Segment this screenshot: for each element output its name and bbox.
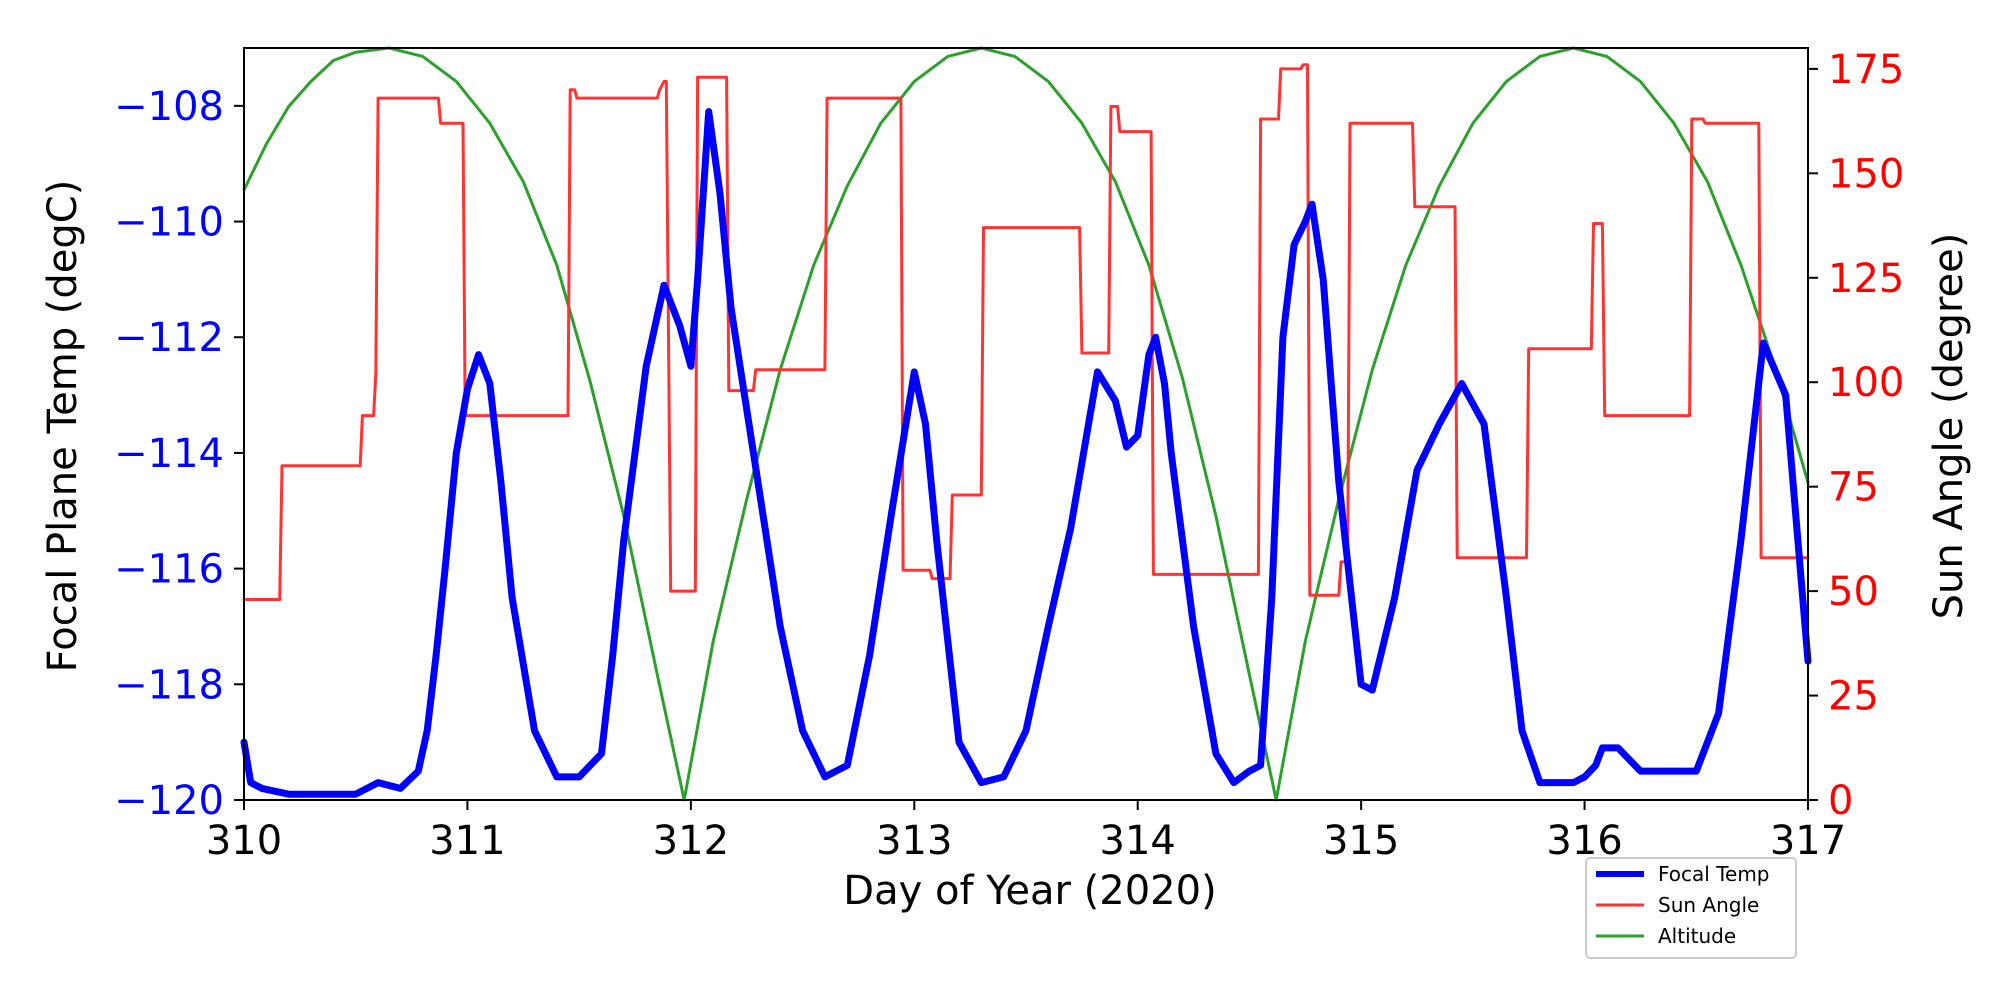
right-y-tick-label: 0 xyxy=(1828,778,1853,824)
plot-frame xyxy=(243,47,1809,801)
x-tick-label: 312 xyxy=(653,818,729,864)
left-y-tick-label: −112 xyxy=(114,315,224,361)
x-tick-label: 310 xyxy=(206,818,282,864)
x-tick-label: 317 xyxy=(1770,818,1846,864)
legend-box xyxy=(1585,857,1797,959)
x-tick-label: 316 xyxy=(1546,818,1622,864)
left-y-tick-label: −110 xyxy=(114,200,224,246)
right-y-tick-label: 125 xyxy=(1828,256,1904,302)
legend-label-sun-angle: Sun Angle xyxy=(1658,893,1759,917)
x-axis-label: Day of Year (2020) xyxy=(843,868,1216,914)
right-y-tick-label: 175 xyxy=(1828,47,1904,93)
legend: Focal Temp Sun Angle Altitude xyxy=(1585,857,1797,959)
x-tick-label: 311 xyxy=(429,818,505,864)
x-tick-label: 315 xyxy=(1323,818,1399,864)
right-y-axis-ticks: 175 150 125 100 75 50 25 0 xyxy=(1808,47,1904,824)
left-y-tick-label: −120 xyxy=(114,778,224,824)
right-y-axis-label: Sun Angle (degree) xyxy=(1926,233,1972,620)
series-line-sun-angle xyxy=(242,63,1810,601)
left-y-axis-label: Focal Plane Temp (degC) xyxy=(40,180,86,673)
right-y-tick-label: 100 xyxy=(1828,360,1904,406)
legend-label-altitude: Altitude xyxy=(1658,924,1736,948)
left-y-tick-label: −118 xyxy=(114,662,224,708)
left-y-tick-label: −108 xyxy=(114,84,224,130)
series-line-focal-temp xyxy=(240,108,1812,798)
series-line-altitude xyxy=(242,46,1810,802)
left-y-tick-label: −114 xyxy=(114,431,224,477)
right-y-tick-label: 75 xyxy=(1828,465,1879,511)
x-tick-label: 314 xyxy=(1100,818,1176,864)
right-y-tick-label: 50 xyxy=(1828,569,1879,615)
plot-series xyxy=(240,46,1812,802)
left-y-tick-label: −116 xyxy=(114,547,224,593)
right-y-tick-label: 25 xyxy=(1828,674,1879,720)
x-tick-label: 313 xyxy=(876,818,952,864)
legend-label-focal-temp: Focal Temp xyxy=(1658,862,1770,886)
x-axis-ticks: 310 311 312 313 314 315 316 317 xyxy=(206,800,1846,864)
left-y-axis-ticks: −108 −110 −112 −114 −116 −118 −120 xyxy=(114,84,244,824)
right-y-tick-label: 150 xyxy=(1828,151,1904,197)
